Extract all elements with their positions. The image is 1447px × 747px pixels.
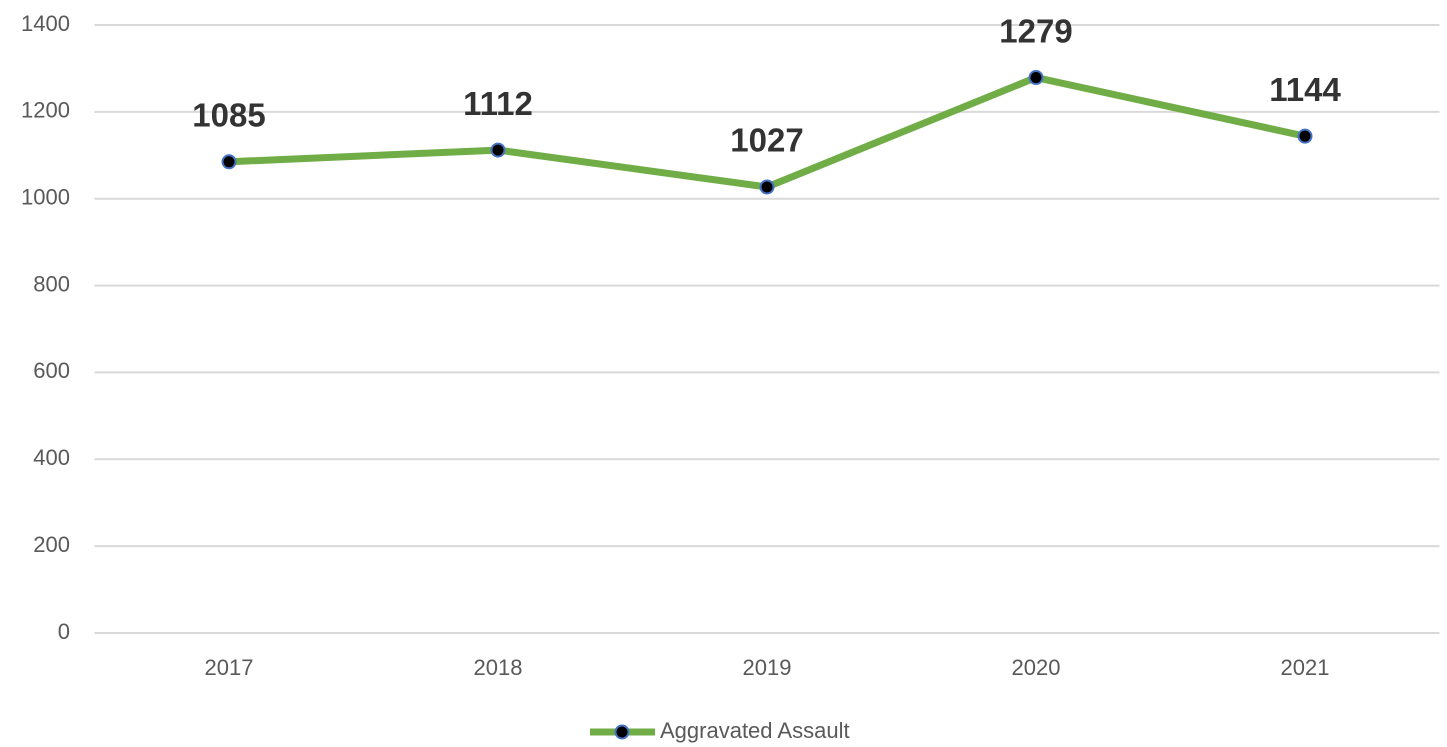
x-tick-label: 2017	[205, 655, 254, 680]
y-tick-label: 1200	[21, 98, 70, 123]
data-label: 1027	[730, 122, 803, 159]
legend-label: Aggravated Assault	[660, 718, 850, 743]
y-tick-label: 800	[33, 271, 70, 296]
x-tick-label: 2018	[474, 655, 523, 680]
y-tick-label: 1400	[21, 11, 70, 36]
data-point	[490, 142, 506, 158]
data-label: 1085	[192, 97, 265, 134]
x-tick-label: 2021	[1281, 655, 1330, 680]
x-tick-label: 2020	[1012, 655, 1061, 680]
data-label: 1112	[463, 85, 533, 122]
y-tick-label: 600	[33, 358, 70, 383]
data-point	[1028, 70, 1044, 86]
data-point	[221, 154, 237, 170]
x-tick-label: 2019	[743, 655, 792, 680]
data-label: 1144	[1269, 71, 1341, 108]
y-tick-label: 400	[33, 445, 70, 470]
y-tick-label: 1000	[21, 185, 70, 210]
data-label: 1279	[999, 12, 1072, 49]
y-tick-label: 200	[33, 532, 70, 557]
legend-marker	[614, 724, 630, 740]
data-point	[1297, 128, 1313, 144]
y-tick-label: 0	[58, 619, 70, 644]
data-point	[759, 179, 775, 195]
